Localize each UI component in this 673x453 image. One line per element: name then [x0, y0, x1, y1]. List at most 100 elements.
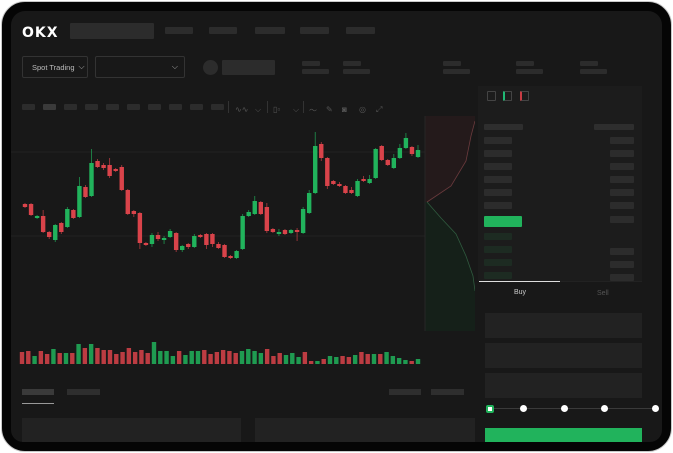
- slider-track[interactable]: [491, 408, 655, 409]
- timeframe-button[interactable]: [106, 104, 119, 110]
- stat-value: [302, 69, 329, 74]
- candlestick-chart[interactable]: [11, 116, 475, 371]
- timeframe-button[interactable]: [85, 104, 98, 110]
- volume-bar: [239, 351, 245, 364]
- amount-input[interactable]: [485, 343, 642, 368]
- bid-price: [484, 233, 512, 240]
- pencil-icon[interactable]: ✎: [326, 105, 333, 114]
- nav-item[interactable]: [255, 27, 285, 34]
- volume-bar: [126, 348, 132, 364]
- coin-icon: [203, 60, 218, 75]
- timeframe-button[interactable]: [22, 104, 35, 110]
- candle: [276, 229, 282, 236]
- timeframe-button[interactable]: [148, 104, 161, 110]
- candle-body: [264, 207, 270, 231]
- candle-body: [276, 232, 282, 234]
- nav-item[interactable]: [209, 27, 237, 34]
- candle-body: [59, 223, 64, 232]
- chevron-down-icon[interactable]: ⌵: [255, 105, 262, 114]
- volume-bar: [365, 354, 370, 364]
- tab-buy[interactable]: Buy: [514, 289, 527, 296]
- candle-body: [415, 150, 421, 157]
- candle-body: [173, 233, 179, 250]
- stat-label: [516, 61, 534, 66]
- search-placeholder[interactable]: [70, 23, 154, 39]
- okx-logo[interactable]: OKX: [22, 25, 59, 41]
- candle-body: [240, 216, 245, 249]
- candle: [46, 231, 52, 239]
- ask-price: [484, 202, 512, 209]
- candle-body: [192, 236, 197, 247]
- slider-stop-50[interactable]: [561, 405, 568, 412]
- volume-bar: [233, 353, 238, 364]
- candle-body: [367, 179, 372, 183]
- volume-bar: [315, 361, 320, 364]
- filter-button[interactable]: [431, 389, 464, 395]
- candle-body: [282, 230, 288, 234]
- timeframe-button[interactable]: [43, 104, 56, 110]
- slider-stop-100[interactable]: [652, 405, 659, 412]
- price-input[interactable]: [485, 313, 642, 338]
- chevron-down-icon[interactable]: ⌵: [293, 105, 300, 114]
- candle: [107, 158, 112, 178]
- volume-bar: [264, 349, 270, 364]
- orders-panel: [22, 418, 241, 442]
- candle: [294, 228, 300, 241]
- candle: [180, 245, 185, 252]
- candle: [216, 242, 221, 249]
- line-tool-icon[interactable]: 〜: [309, 106, 317, 115]
- volume-bar: [145, 353, 150, 364]
- slider-handle[interactable]: [486, 405, 494, 413]
- order-book-asks-icon[interactable]: [520, 91, 529, 101]
- tab-open-orders[interactable]: [22, 389, 54, 395]
- filter-button[interactable]: [389, 389, 421, 395]
- volume-bar: [290, 353, 295, 364]
- candle-body: [337, 184, 342, 186]
- buy-submit-button[interactable]: [485, 428, 642, 442]
- slider-stop-75[interactable]: [601, 405, 608, 412]
- nav-item[interactable]: [165, 27, 193, 34]
- volume-bar: [208, 354, 213, 364]
- order-book-bids-icon[interactable]: [503, 91, 512, 101]
- candle-body: [95, 161, 100, 167]
- candle: [343, 185, 348, 194]
- ask-price: [484, 176, 512, 183]
- pair-selector[interactable]: ⌵: [95, 56, 185, 78]
- volume-bar: [132, 352, 138, 364]
- candle: [22, 203, 28, 208]
- fullscreen-icon[interactable]: ⤢: [376, 105, 383, 114]
- candle-body: [143, 243, 149, 245]
- tab-order-history[interactable]: [67, 389, 100, 395]
- volume-bar: [57, 353, 62, 364]
- timeframe-button[interactable]: [190, 104, 203, 110]
- chevron-down-icon: ⌵: [78, 62, 85, 71]
- volume-bar: [277, 353, 282, 364]
- slider-stop-25[interactable]: [520, 405, 527, 412]
- candle-type-icon[interactable]: ▯▫: [273, 105, 281, 114]
- volume-bar: [340, 356, 345, 364]
- spot-trading-dropdown[interactable]: Spot Trading ⌵: [22, 56, 88, 78]
- candle-body: [149, 235, 155, 244]
- timeframe-button[interactable]: [169, 104, 182, 110]
- timeframe-button[interactable]: [211, 104, 224, 110]
- candle: [367, 175, 372, 184]
- candle: [89, 149, 94, 197]
- nav-item[interactable]: [300, 27, 329, 34]
- total-input[interactable]: [485, 373, 642, 398]
- nav-item[interactable]: [346, 27, 375, 34]
- camera-icon[interactable]: ◙: [342, 105, 347, 114]
- tab-sell[interactable]: Sell: [597, 290, 609, 297]
- volume-bar: [189, 351, 194, 364]
- candle-body: [101, 165, 106, 168]
- timeframe-button[interactable]: [64, 104, 77, 110]
- candle: [415, 145, 421, 158]
- candle-body: [385, 160, 390, 165]
- settings-icon[interactable]: ◎: [359, 105, 366, 114]
- candle-body: [300, 209, 306, 233]
- order-book-both-icon[interactable]: [487, 91, 496, 101]
- candle-body: [306, 193, 312, 213]
- candle-body: [331, 181, 336, 184]
- volume-bar: [214, 352, 220, 364]
- indicator-icon[interactable]: ∿∿: [235, 105, 249, 114]
- timeframe-button[interactable]: [127, 104, 140, 110]
